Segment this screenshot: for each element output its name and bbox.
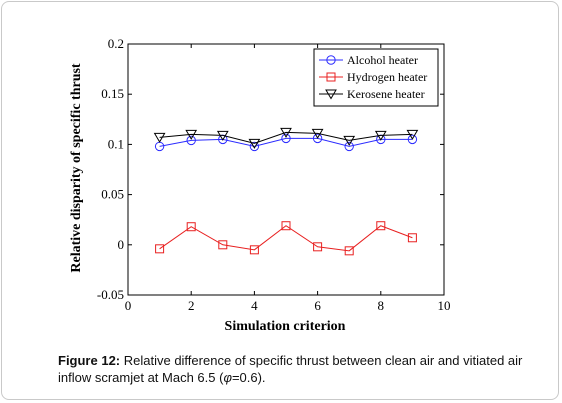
data-point [216,130,229,141]
chart-axes [127,43,445,296]
x-tick-label: 4 [251,298,258,313]
data-point [249,141,260,152]
data-point [407,134,418,145]
y-axis-label: Relative disparity of specific thrust [69,63,84,273]
figure-caption: Figure 12: Relative difference of specif… [58,352,538,386]
data-point [281,133,291,144]
legend-item: Hydrogen heater [319,70,427,84]
data-point [155,244,165,254]
series-alcohol-heater [154,133,418,152]
legend-marker [325,89,337,100]
y-tick-label: 0.2 [108,36,124,51]
y-tick-label: 0.1 [108,136,124,151]
legend-label: Alcohol heater [347,53,418,67]
data-point [249,245,259,255]
data-point [407,233,417,243]
data-point [344,246,354,256]
series-line [159,131,413,144]
series-kerosene-heater [153,127,419,149]
x-tick-label: 8 [378,298,385,313]
series-hydrogen-heater [155,221,417,256]
x-tick-label: 10 [438,298,451,313]
caption-symbol: φ [223,370,232,385]
x-tick-label: 0 [125,298,132,313]
legend-label: Kerosene heater [347,87,425,101]
y-tick-label: 0.05 [101,187,124,202]
data-point [186,135,196,146]
data-point [374,130,387,141]
chart-legend: Alcohol heater Hydrogen heater Kerosene he… [313,48,439,107]
series-line [159,137,413,147]
data-point [343,135,356,146]
data-point [153,132,166,143]
caption-text-2: =0.6). [231,370,266,385]
legend-marker [326,55,336,65]
data-point [281,221,291,231]
data-point [344,141,354,152]
data-point [376,221,386,231]
data-point [218,240,228,250]
legend-item: Kerosene heater [319,87,425,101]
x-axis-label: Simulation criterion [225,319,346,334]
data-point [248,138,261,149]
y-tick-label: 0.15 [101,86,124,101]
chart-plot-area [153,127,419,256]
legend-label: Hydrogen heater [347,70,427,84]
data-point [312,133,323,144]
y-tick-label: 0 [118,237,125,252]
data-point [185,129,198,140]
x-tick-label: 6 [314,298,321,313]
series-line [159,225,413,252]
data-point [406,129,419,140]
plot-frame [127,43,445,296]
data-point [313,242,323,252]
caption-text-1: Relative difference of specific thrust b… [58,353,523,385]
y-tick-label: -0.05 [97,287,124,302]
caption-label: Figure 12: [58,353,121,368]
data-point [280,127,292,138]
legend-marker [326,72,336,82]
legend-item: Alcohol heater [319,53,418,67]
x-tick-label: 2 [188,298,195,313]
data-point [311,128,324,139]
data-point [186,222,196,232]
